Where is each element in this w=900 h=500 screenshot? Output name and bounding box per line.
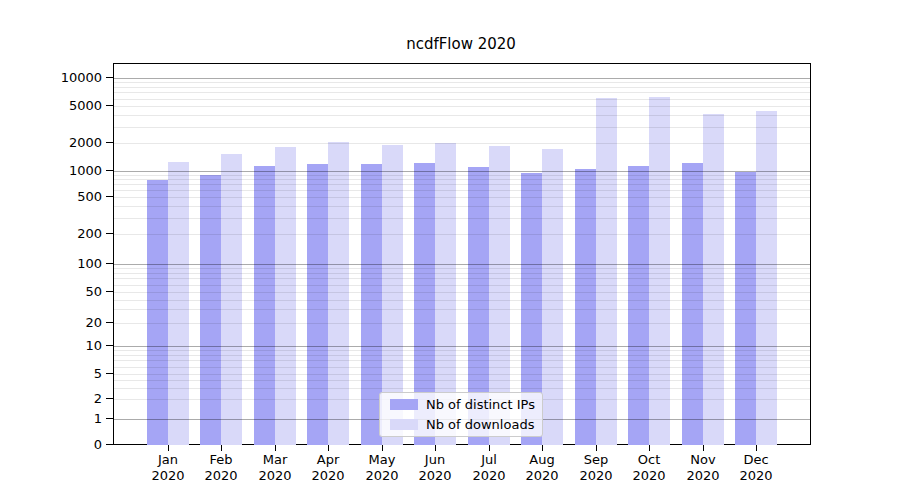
gridline-minor <box>114 300 810 301</box>
chart-title: ncdfFlow 2020 <box>113 35 809 53</box>
y-axis-tick-label: 1 <box>0 412 102 425</box>
gridline-major <box>114 346 810 347</box>
y-axis-tick <box>106 233 113 234</box>
y-axis-tick-label: 2000 <box>0 136 102 149</box>
legend-swatch-downloads <box>390 419 418 430</box>
bar-distinct-ips-sep <box>575 169 596 445</box>
y-axis-tick <box>106 373 113 374</box>
x-axis-tick-label: Dec2020 <box>716 452 796 484</box>
x-axis-tick <box>221 445 222 451</box>
x-axis-tick <box>435 445 436 451</box>
gridline-minor <box>114 367 810 368</box>
y-axis-tick-label: 0 <box>0 438 102 451</box>
y-axis-tick-label: 500 <box>0 190 102 203</box>
gridline-minor <box>114 234 810 235</box>
gridline-minor <box>114 184 810 185</box>
y-axis-tick <box>106 418 113 419</box>
bar-downloads-mar <box>275 147 296 445</box>
y-axis-tick-label: 10 <box>0 339 102 352</box>
x-axis-tick <box>275 445 276 451</box>
y-axis-tick <box>106 291 113 292</box>
bar-downloads-aug <box>542 149 563 445</box>
bar-distinct-ips-jan <box>147 180 168 445</box>
plot-area <box>113 63 811 445</box>
y-axis-tick <box>106 105 113 106</box>
gridline-minor <box>114 309 810 310</box>
gridline-minor <box>114 179 810 180</box>
y-axis-tick-label: 1000 <box>0 164 102 177</box>
y-axis-tick-label: 20 <box>0 316 102 329</box>
gridline-minor <box>114 92 810 93</box>
legend-item-distinct-ips: Nb of distinct IPs <box>380 397 542 413</box>
y-axis-tick <box>106 196 113 197</box>
chart-figure: ncdfFlow 2020 0 1 2 5 10 20 50 100 200 500 1000 200… <box>0 0 900 500</box>
gridline-minor <box>114 206 810 207</box>
legend: Nb of distinct IPs Nb of downloads <box>379 392 543 437</box>
legend-label-downloads: Nb of downloads <box>426 417 534 432</box>
x-axis-tick <box>703 445 704 451</box>
gridline-minor <box>114 175 810 176</box>
x-axis-tick <box>756 445 757 451</box>
gridline-minor <box>114 285 810 286</box>
gridline-minor <box>114 292 810 293</box>
x-axis-tick <box>168 445 169 451</box>
x-axis-tick <box>328 445 329 451</box>
gridline-minor <box>114 278 810 279</box>
gridline-major <box>114 171 810 172</box>
gridline-minor <box>114 127 810 128</box>
bar-downloads-sep <box>596 98 617 445</box>
y-axis-tick-label: 10000 <box>0 71 102 84</box>
bar-downloads-jan <box>168 162 189 445</box>
gridline-minor <box>114 323 810 324</box>
y-axis-tick <box>106 444 113 445</box>
gridline-major <box>114 78 810 79</box>
legend-swatch-distinct-ips <box>390 399 418 410</box>
gridline-minor <box>114 374 810 375</box>
x-axis-tick <box>596 445 597 451</box>
gridline-minor <box>114 87 810 88</box>
gridline-minor <box>114 115 810 116</box>
bar-downloads-oct <box>649 97 670 445</box>
y-axis-tick <box>106 263 113 264</box>
gridline-minor <box>114 82 810 83</box>
gridline-major <box>114 264 810 265</box>
gridline-minor <box>114 388 810 389</box>
gridline-minor <box>114 106 810 107</box>
y-axis-tick-label: 5 <box>0 367 102 380</box>
y-axis-tick-label: 2 <box>0 392 102 405</box>
y-axis-tick <box>106 345 113 346</box>
bar-distinct-ips-mar <box>254 166 275 445</box>
y-axis-tick <box>106 142 113 143</box>
gridline-minor <box>114 143 810 144</box>
y-axis-tick <box>106 170 113 171</box>
gridline-minor <box>114 218 810 219</box>
y-axis-tick <box>106 398 113 399</box>
y-axis-tick-label: 200 <box>0 227 102 240</box>
gridline-minor <box>114 273 810 274</box>
y-axis-tick <box>106 322 113 323</box>
gridline-minor <box>114 360 810 361</box>
x-axis-tick <box>542 445 543 451</box>
legend-item-downloads: Nb of downloads <box>380 417 542 433</box>
y-axis-tick-label: 5000 <box>0 99 102 112</box>
legend-label-distinct-ips: Nb of distinct IPs <box>426 397 535 412</box>
gridline-minor <box>114 190 810 191</box>
gridline-minor <box>114 268 810 269</box>
x-axis-tick <box>382 445 383 451</box>
bar-downloads-nov <box>703 114 724 445</box>
gridline-minor <box>114 350 810 351</box>
y-axis-tick-label: 50 <box>0 285 102 298</box>
x-axis-tick <box>489 445 490 451</box>
gridline-minor <box>114 380 810 381</box>
x-axis-tick <box>649 445 650 451</box>
gridline-minor <box>114 99 810 100</box>
y-axis-tick-label: 100 <box>0 257 102 270</box>
bar-distinct-ips-oct <box>628 166 649 445</box>
y-axis-tick <box>106 77 113 78</box>
gridline-minor <box>114 355 810 356</box>
gridline-minor <box>114 197 810 198</box>
